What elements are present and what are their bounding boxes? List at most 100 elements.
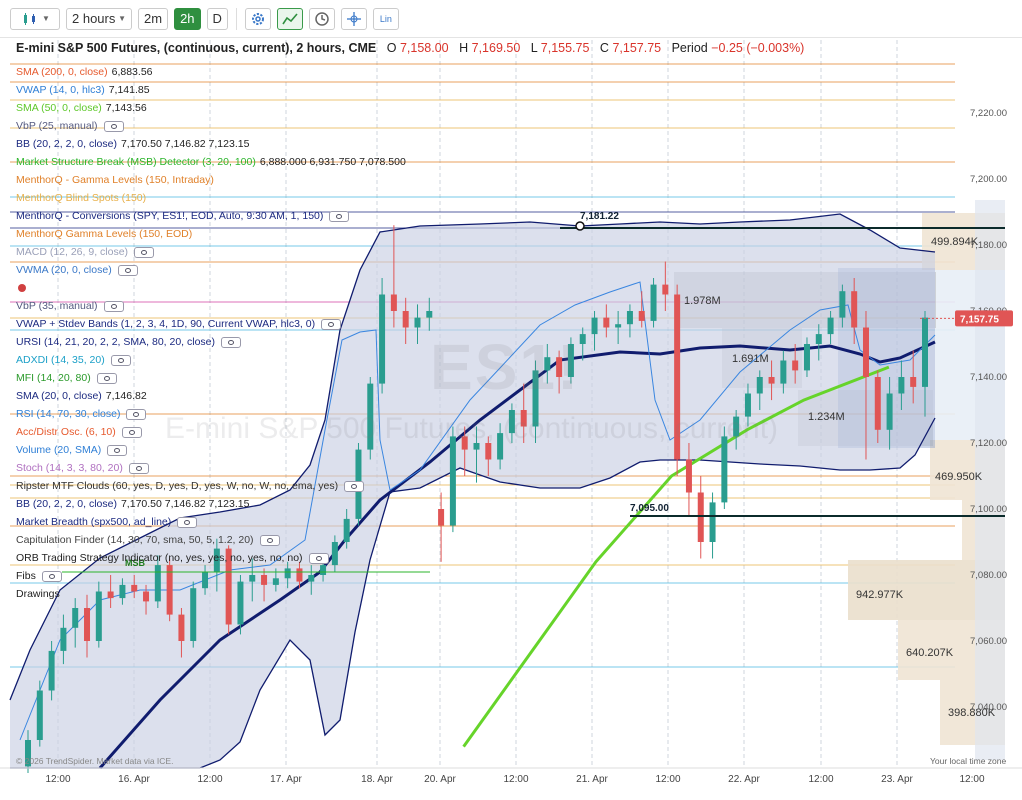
legend-row[interactable]: Market Breadth (spx500, ad_line) [16,513,406,531]
legend-row[interactable]: MenthorQ - Gamma Levels (150, Intraday) [16,171,406,189]
legend-row[interactable]: Market Structure Break (MSB) Detector (3… [16,153,406,171]
candle-body [591,317,598,335]
period-label: Period [671,41,708,55]
legend-row[interactable]: URSI (14, 21, 20, 2, 2, SMA, 80, 20, clo… [16,333,406,351]
trend-icon [282,12,298,24]
visibility-toggle-icon[interactable] [41,570,62,582]
sma50-line [462,365,890,748]
visibility-toggle-icon[interactable] [110,354,131,366]
visibility-toggle-icon[interactable] [126,408,147,420]
legend-row[interactable]: ADXDI (14, 35, 20) [16,351,406,369]
interval-d-button[interactable]: D [206,7,228,30]
candle-body [308,575,315,582]
candle-body [379,294,386,384]
legend-row[interactable]: ORB Trading Strategy Indicator (no, yes,… [16,549,406,567]
chart-type-button[interactable]: ▼ [10,7,60,30]
legend-row[interactable]: SMA (50, 0, close) 7,143.56 [16,99,406,117]
candle-body [249,575,256,582]
legend-row[interactable]: RSI (14, 70, 30, close) [16,405,406,423]
candle-body [95,591,102,641]
replay-button[interactable] [308,7,335,30]
legend-row[interactable]: SMA (20, 0, close) 7,146.82 [16,387,406,405]
legend-row[interactable]: VbP (35, manual) [16,297,406,315]
legend-row[interactable]: Acc/Distr Osc. (6, 10) [16,423,406,441]
interval-2h-button[interactable]: 2h [174,7,201,30]
candle-body [402,311,409,328]
scale-button[interactable]: Lin [372,7,399,30]
visibility-toggle-icon[interactable] [259,534,280,546]
candle-body [178,614,185,641]
candle-body [143,591,150,602]
visibility-toggle-icon[interactable] [321,318,342,330]
record-dot-icon [18,284,26,292]
legend-row[interactable]: VWAP + Stdev Bands (1, 2, 3, 4, 1D, 90, … [16,315,406,333]
visibility-toggle-icon[interactable] [221,336,242,348]
candle-body [426,311,433,318]
last-price-tag [955,310,1013,327]
legend-row[interactable]: BB (20, 2, 2, 0, close) 7,170.50 7,146.82… [16,135,406,153]
legend-row[interactable]: Ripster MTF Clouds (60, yes, D, yes, D, … [16,477,406,495]
legend-row[interactable]: Capitulation Finder (14, 30, 70, sma, 50… [16,531,406,549]
legend-name: Market Breadth (spx500, ad_line) [16,516,172,528]
visibility-toggle-icon[interactable] [329,210,350,222]
visibility-toggle-icon[interactable] [128,462,149,474]
legend-values: 7,141.85 [108,84,150,96]
legend-row[interactable]: MenthorQ - Conversions (SPY, ES1!, EOD, … [16,207,406,225]
visibility-toggle-icon[interactable] [344,480,365,492]
visibility-toggle-icon[interactable] [96,372,117,384]
legend-row[interactable]: BB (20, 2, 2, 0, close) 7,170.50 7,146.82… [16,495,406,513]
legend-row[interactable]: SMA (200, 0, close) 6,883.56 [16,63,406,81]
candle-body [107,591,114,599]
interval-select[interactable]: 2 hours ▼ [66,7,132,30]
candle-body [213,548,220,572]
legend-name: VWAP (14, 0, hlc3) [16,84,105,96]
candle-body [25,740,31,767]
legend-row[interactable]: MenthorQ Gamma Levels (150, EOD) [16,225,406,243]
legend-name: Drawings [16,588,60,600]
vbp-label: 1.691M [732,353,769,365]
legend-row[interactable]: VbP (25, manual) [16,117,406,135]
legend-row[interactable]: Drawings [16,585,406,603]
visibility-toggle-icon[interactable] [121,426,142,438]
legend-name: VbP (35, manual) [16,300,98,312]
visibility-toggle-icon[interactable] [134,246,155,258]
volume-profile-label: 942.977K [856,589,904,601]
legend-row[interactable]: Fibs [16,567,406,585]
legend-row[interactable]: VWAP (14, 0, hlc3) 7,141.85 [16,81,406,99]
legend-row[interactable]: MFI (14, 20, 80) [16,369,406,387]
auto-trend-button[interactable] [276,7,303,30]
bollinger-band-fill [10,214,935,768]
legend-name: ADXDI (14, 35, 20) [16,354,105,366]
y-tick-label: 7,220.00 [970,108,1007,119]
visibility-toggle-icon[interactable] [308,552,329,564]
candle-body [851,291,858,328]
legend-row[interactable]: MenthorQ Blind Spots (150) [16,189,406,207]
close-label: C [599,41,609,55]
y-tick-label: 7,060.00 [970,636,1007,647]
legend-name: Stoch (14, 3, 3, 80, 20) [16,462,123,474]
candle-body [461,436,468,450]
legend-row[interactable]: MACD (12, 26, 9, close) [16,243,406,261]
visibility-toggle-icon[interactable] [103,300,124,312]
candle-body [473,443,480,450]
crosshair-button[interactable] [340,7,367,30]
visibility-toggle-icon[interactable] [117,264,138,276]
candle-body [485,443,492,460]
candle-body [803,344,810,371]
visibility-toggle-icon[interactable] [177,516,198,528]
visibility-toggle-icon[interactable] [107,444,128,456]
legend-row[interactable]: Volume (20, SMA) [16,441,406,459]
legend-row[interactable]: VWMA (20, 0, close) [16,261,406,279]
candle-body [839,291,846,318]
candle-body [166,565,173,615]
settings-button[interactable] [244,7,271,30]
interval-2m-button[interactable]: 2m [138,7,169,30]
visibility-toggle-icon[interactable] [103,120,124,132]
indicator-legend: SMA (200, 0, close) 6,883.56 VWAP (14, 0, … [16,63,406,603]
legend-row[interactable] [16,279,406,297]
legend-row[interactable]: Stoch (14, 3, 3, 80, 20) [16,459,406,477]
candle-body [261,575,268,585]
candle-body [733,416,740,437]
volume-profile-bar [975,200,1005,760]
